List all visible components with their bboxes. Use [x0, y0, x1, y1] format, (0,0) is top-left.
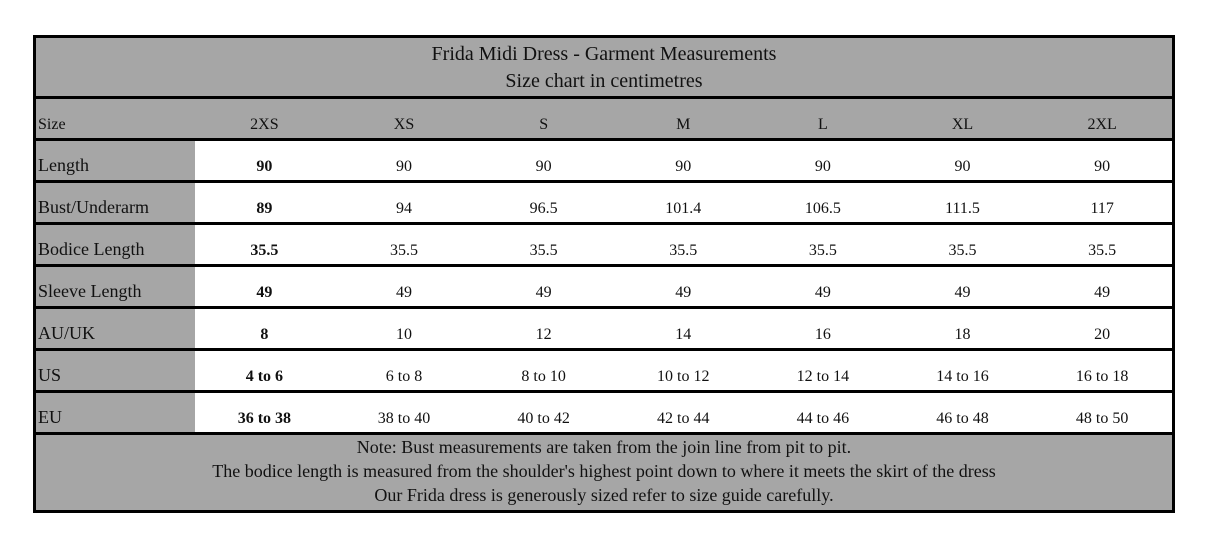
- table-cell: 35.5: [473, 225, 614, 264]
- table-cell: 14: [613, 309, 754, 348]
- row-divider: [36, 264, 1172, 267]
- header-label: Size: [38, 116, 66, 133]
- table-body: Length 90 90 90 90 90 90 90 Bust/Underarm 89 94 96.…: [36, 138, 1172, 435]
- table-cell: 90: [473, 141, 614, 180]
- table-subtitle: Size chart in centimetres: [505, 70, 703, 92]
- table-cell: 18: [892, 309, 1033, 348]
- header-size: 2XS: [250, 116, 279, 133]
- header-size: M: [676, 116, 691, 133]
- table-cell: 117: [1032, 183, 1172, 222]
- table-cell: 101.4: [613, 183, 754, 222]
- table-cell: 42 to 44: [613, 393, 754, 432]
- table-cell: 4 to 6: [194, 351, 335, 390]
- note-line: Note: Bust measurements are taken from t…: [356, 437, 852, 457]
- table-title: Frida Midi Dress - Garment Measurements: [431, 43, 777, 65]
- header-size: XS: [393, 116, 415, 133]
- table-cell: 49: [194, 267, 335, 306]
- table-cell: 90: [753, 141, 893, 180]
- table-cell: 89: [194, 183, 335, 222]
- table-cell: 10: [334, 309, 474, 348]
- table-cell: 35.5: [753, 225, 893, 264]
- row-label: AU/UK: [36, 309, 195, 348]
- table-cell: 90: [613, 141, 754, 180]
- table-cell: 49: [753, 267, 893, 306]
- divider: [36, 96, 1172, 99]
- note-line: The bodice length is measured from the s…: [212, 461, 996, 481]
- row-divider: [36, 180, 1172, 183]
- table-cell: 14 to 16: [892, 351, 1033, 390]
- table-cell: 90: [194, 141, 335, 180]
- table-cell: 48 to 50: [1032, 393, 1172, 432]
- table-cell: 90: [1032, 141, 1172, 180]
- row-divider: [36, 390, 1172, 393]
- header-row: Size 2XS XS S M L XL 2XL: [36, 99, 1172, 138]
- table-row: Bodice Length 35.5 35.5 35.5 35.5 35.5 35.5 35.…: [36, 225, 1172, 264]
- table-cell: 94: [334, 183, 474, 222]
- table-cell: 10 to 12: [613, 351, 754, 390]
- table-cell: 96.5: [473, 183, 614, 222]
- table-cell: 35.5: [613, 225, 754, 264]
- table-cell: 49: [1032, 267, 1172, 306]
- header-size: 2XL: [1087, 116, 1117, 133]
- table-cell: 40 to 42: [473, 393, 614, 432]
- notes: Note: Bust measurements are taken from t…: [36, 435, 1172, 507]
- table-cell: 49: [473, 267, 614, 306]
- row-label: US: [36, 351, 195, 390]
- header-size: L: [818, 116, 828, 133]
- table-row: Sleeve Length 49 49 49 49 49 49 49: [36, 267, 1172, 306]
- table-cell: 111.5: [892, 183, 1033, 222]
- note-line: Our Frida dress is generously sized refe…: [374, 485, 834, 505]
- table-cell: 16 to 18: [1032, 351, 1172, 390]
- table-row: AU/UK 8 10 12 14 16 18 20: [36, 309, 1172, 348]
- size-chart-table: Frida Midi Dress - Garment Measurements …: [33, 35, 1175, 513]
- table-cell: 20: [1032, 309, 1172, 348]
- table-cell: 35.5: [892, 225, 1033, 264]
- table-cell: 38 to 40: [334, 393, 474, 432]
- table-cell: 8 to 10: [473, 351, 614, 390]
- table-cell: 8: [194, 309, 335, 348]
- table-cell: 46 to 48: [892, 393, 1033, 432]
- table-cell: 49: [892, 267, 1033, 306]
- table-cell: 35.5: [194, 225, 335, 264]
- row-label: Bodice Length: [36, 225, 195, 264]
- table-cell: 90: [334, 141, 474, 180]
- table-cell: 12: [473, 309, 614, 348]
- table-cell: 49: [613, 267, 754, 306]
- header-size: XL: [951, 116, 974, 133]
- row-divider: [36, 432, 1172, 435]
- table-title-block: Frida Midi Dress - Garment Measurements …: [36, 38, 1172, 96]
- row-divider: [36, 348, 1172, 351]
- row-divider: [36, 306, 1172, 309]
- table-cell: 35.5: [1032, 225, 1172, 264]
- header-size: S: [539, 116, 549, 133]
- table-row: EU 36 to 38 38 to 40 40 to 42 42 to 44 44 to …: [36, 393, 1172, 432]
- table-row: Bust/Underarm 89 94 96.5 101.4 106.5 111.5 117: [36, 183, 1172, 222]
- table-cell: 6 to 8: [334, 351, 474, 390]
- row-divider: [36, 222, 1172, 225]
- table-cell: 36 to 38: [194, 393, 335, 432]
- table-cell: 106.5: [753, 183, 893, 222]
- table-cell: 49: [334, 267, 474, 306]
- row-label: Bust/Underarm: [36, 183, 195, 222]
- table-cell: 12 to 14: [753, 351, 893, 390]
- row-divider: [36, 138, 1172, 141]
- table-cell: 44 to 46: [753, 393, 893, 432]
- row-label: EU: [36, 393, 195, 432]
- row-label: Length: [36, 141, 195, 180]
- row-label: Sleeve Length: [36, 267, 195, 306]
- table-cell: 16: [753, 309, 893, 348]
- table-cell: 35.5: [334, 225, 474, 264]
- table-cell: 90: [892, 141, 1033, 180]
- table-row: Length 90 90 90 90 90 90 90: [36, 141, 1172, 180]
